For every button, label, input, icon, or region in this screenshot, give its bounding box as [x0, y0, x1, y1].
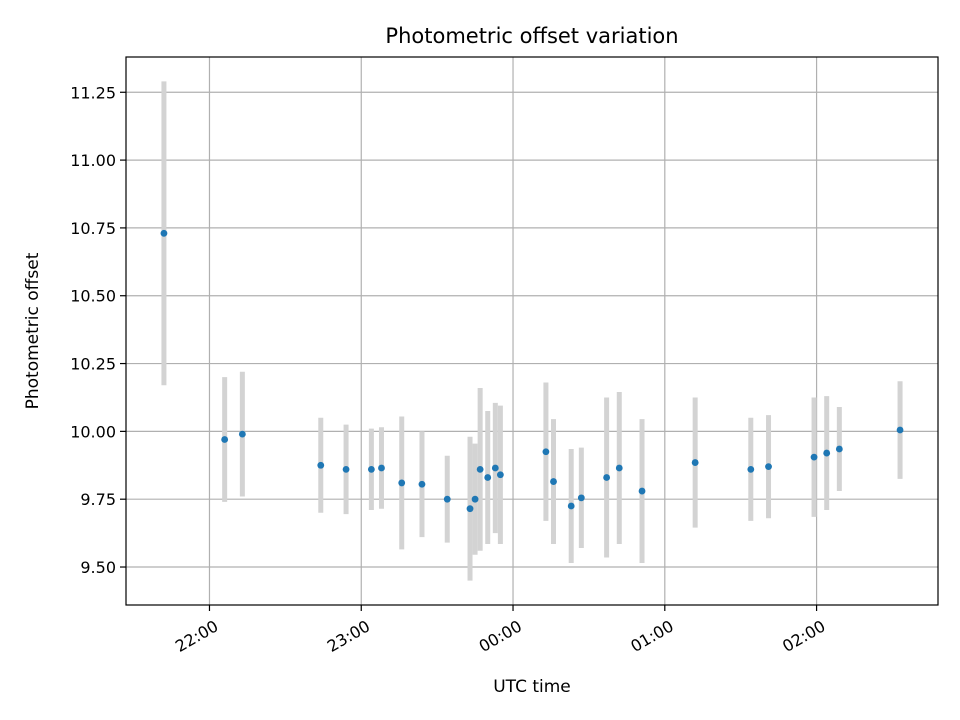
y-axis-ticks: 9.50 9.75 10.00 10.25 10.50 10.75 11.00 11.25 [70, 83, 126, 577]
data-point [577, 494, 585, 502]
data-point [238, 430, 246, 438]
data-point [747, 465, 755, 473]
data-point [835, 445, 843, 453]
data-point [550, 478, 557, 485]
data-point [398, 479, 406, 487]
data-point [810, 453, 818, 461]
data-point [378, 464, 385, 472]
data-point [542, 448, 550, 456]
data-point [367, 465, 375, 473]
plot-frame [125, 56, 939, 606]
x-tick-label: 01:00 [627, 616, 676, 656]
data-point [638, 487, 646, 495]
y-axis-label: Photometric offset [23, 252, 43, 409]
x-axis-ticks: 22:00 23:00 00:00 01:00 02:00 [172, 605, 829, 656]
y-tick-label: 10.00 [70, 422, 116, 441]
y-tick-label: 10.75 [70, 219, 116, 238]
y-tick-label: 9.50 [80, 558, 116, 577]
data-point [896, 426, 904, 434]
data-point [317, 461, 325, 469]
data-point [484, 474, 492, 481]
data-point [615, 464, 623, 472]
chart-title: Photometric offset variation [385, 24, 678, 48]
y-tick-label: 11.00 [70, 151, 116, 170]
data-point [491, 464, 499, 472]
data-point [823, 449, 831, 457]
y-tick-label: 9.75 [80, 490, 116, 509]
data-point [471, 495, 479, 503]
data-point [691, 459, 699, 466]
x-tick-label: 02:00 [779, 616, 828, 656]
y-tick-label: 10.50 [70, 287, 116, 306]
data-point [567, 502, 575, 510]
data-point [603, 474, 611, 481]
data-point [443, 495, 451, 503]
x-tick-label: 00:00 [476, 616, 525, 656]
data-point [476, 465, 484, 473]
grid-layer [126, 57, 938, 605]
data-point [466, 505, 474, 513]
data-point [342, 465, 350, 473]
y-tick-label: 11.25 [70, 83, 116, 102]
point-layer [160, 229, 904, 513]
y-tick-label: 10.25 [70, 355, 116, 374]
x-tick-label: 23:00 [324, 616, 373, 656]
data-point [496, 471, 504, 479]
data-point [418, 480, 426, 488]
x-tick-label: 22:00 [172, 616, 221, 656]
data-point [160, 229, 168, 237]
data-point [765, 463, 772, 471]
errorbar-layer [161, 81, 903, 581]
x-axis-label: UTC time [493, 677, 571, 697]
data-point [221, 436, 229, 443]
